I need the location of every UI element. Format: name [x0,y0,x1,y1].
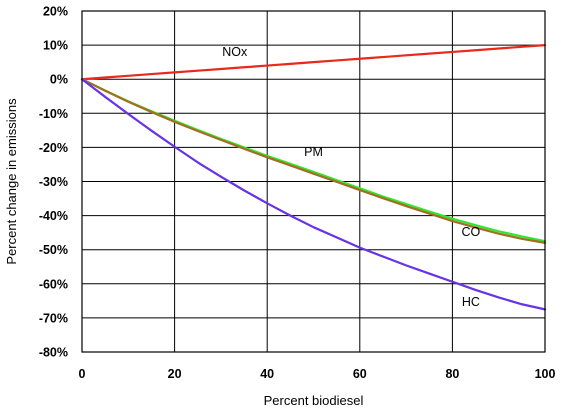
x-tick-label: 20 [168,367,182,381]
y-tick-label: 20% [43,5,68,19]
y-tick-label: -10% [39,107,68,121]
series-line-hc [80,78,547,311]
series-line-co [80,78,547,244]
y-tick-label: -60% [39,277,68,291]
series-label-co: CO [462,225,481,239]
y-tick-label: 0% [50,73,68,87]
series-layer [80,44,547,311]
y-tick-label: -70% [39,311,68,325]
x-tick-label: 40 [260,367,274,381]
series-annotations: NOx PM CO HC [222,45,480,309]
y-tick-label: -80% [39,346,68,360]
series-label-nox: NOx [222,45,248,59]
y-tick-label: 10% [43,39,68,53]
y-tick-label: -40% [39,209,68,223]
series-label-pm: PM [304,145,323,159]
y-tick-label: -50% [39,243,68,257]
series-label-hc: HC [462,295,480,309]
x-tick-label: 100 [535,367,556,381]
y-tick-label: -30% [39,175,68,189]
plot-area-border [81,10,546,353]
y-axis-ticks: 20% 10% 0% -10% -20% -30% -40% -50% -60% -70% -80% [39,5,68,360]
x-axis-title: Percent biodiesel [264,393,364,408]
x-tick-label: 60 [353,367,367,381]
series-line-pm [80,78,547,243]
x-axis-ticks: 0 20 40 60 80 100 [79,367,556,381]
series-line-nox [80,44,547,81]
x-tick-label: 0 [79,367,86,381]
y-axis-title: Percent change in emissions [4,98,19,265]
y-tick-label: -20% [39,141,68,155]
x-tick-label: 80 [445,367,459,381]
